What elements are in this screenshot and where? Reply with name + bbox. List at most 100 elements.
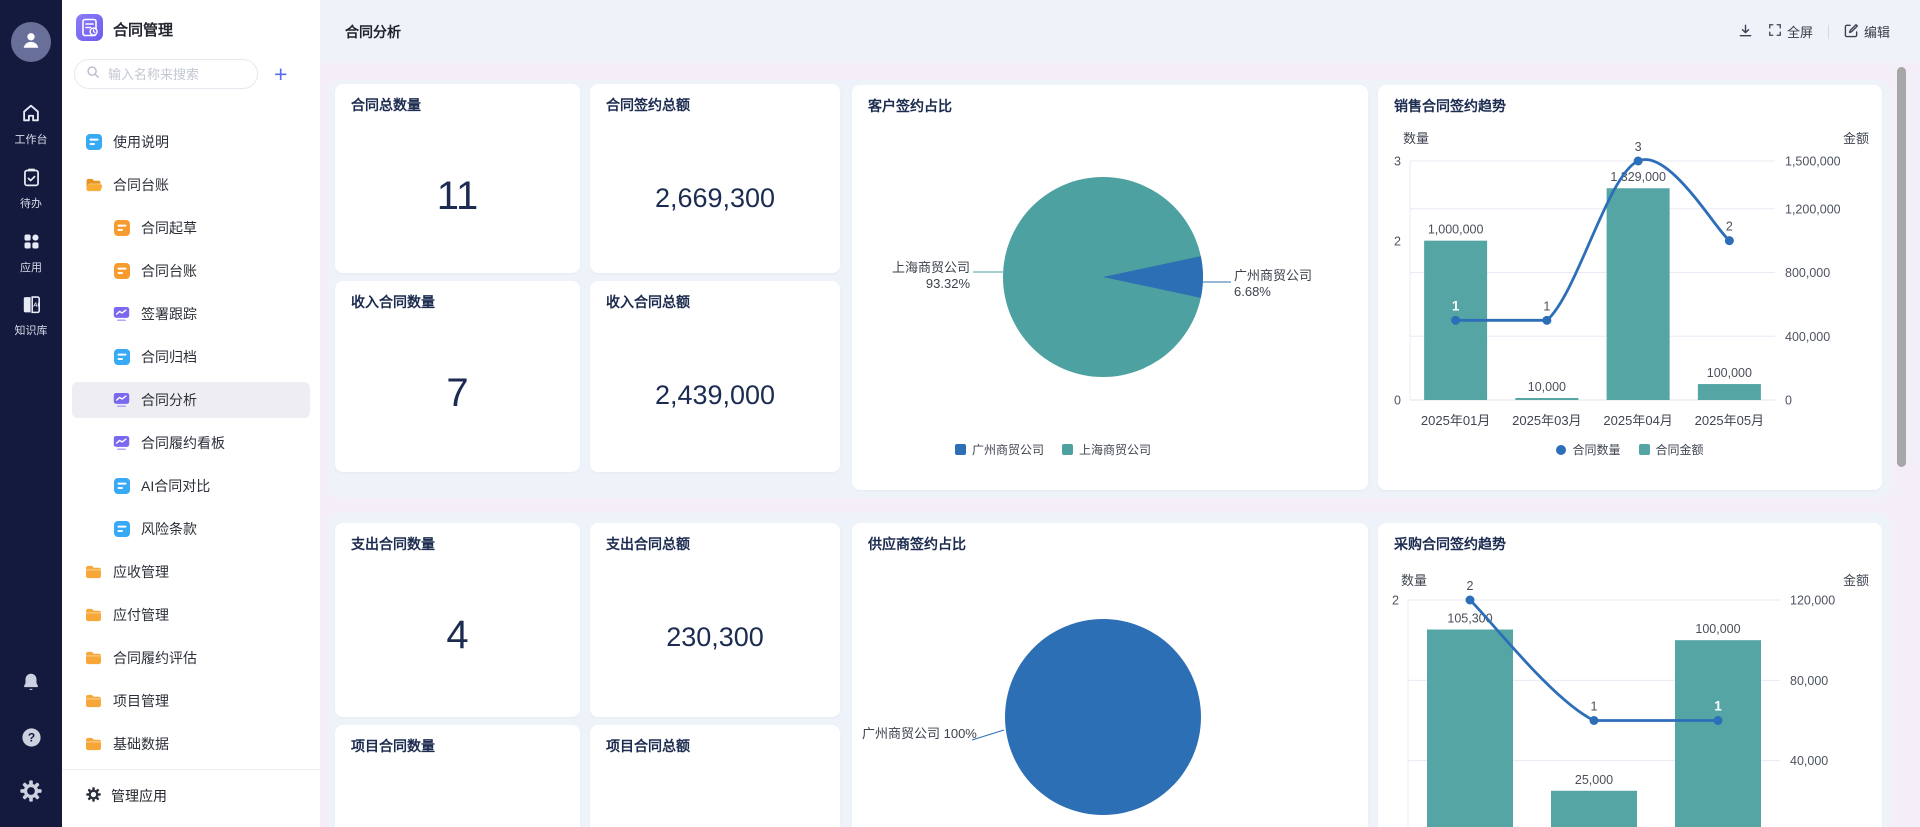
folder-icon bbox=[84, 565, 103, 579]
sidebar-item-contract-archive[interactable]: 合同归档 bbox=[72, 339, 310, 375]
user-icon bbox=[20, 29, 42, 56]
rail-item-apps[interactable]: 应用 bbox=[0, 231, 62, 275]
dashboard-panel-top: 合同总数量 11 合同签约总额 2,669,300 收入合同数量 7 收入合同总额 2,439… bbox=[328, 80, 1890, 497]
page-title: 合同分析 bbox=[345, 23, 401, 40]
legend-item[interactable]: 合同数量 bbox=[1556, 441, 1621, 458]
sidebar-item-label: 合同起草 bbox=[141, 220, 197, 236]
svg-text:120,000: 120,000 bbox=[1790, 594, 1835, 608]
sidebar-item-project-mgmt[interactable]: 项目管理 bbox=[72, 683, 310, 719]
svg-text:93.32%: 93.32% bbox=[926, 276, 971, 291]
search-icon bbox=[86, 65, 100, 84]
rail-item-label: 应用 bbox=[20, 262, 42, 274]
rail-item-workbench[interactable]: 工作台 bbox=[0, 102, 62, 147]
stat-card-income-contract-amount: 收入合同总额 2,439,000 bbox=[590, 281, 840, 472]
sidebar-item-risk-clauses[interactable]: 风险条款 bbox=[72, 511, 310, 547]
app-rail: 工作台待办应用 AI 知识库 ? bbox=[0, 0, 62, 827]
edit-button[interactable]: 编辑 bbox=[1844, 22, 1890, 41]
sidebar-item-label: 应收管理 bbox=[113, 564, 169, 580]
stat-card-expense-contract-count: 支出合同数量 4 bbox=[335, 523, 580, 717]
doc-blue-icon bbox=[84, 134, 103, 150]
svg-text:0: 0 bbox=[1394, 394, 1401, 408]
download-button[interactable] bbox=[1738, 23, 1753, 41]
app-title: 合同管理 bbox=[113, 22, 174, 39]
sidebar-item-label: 合同归档 bbox=[141, 349, 197, 365]
stat-card-total-signed-amount: 合同签约总额 2,669,300 bbox=[590, 84, 840, 273]
rail-item-label: 工作台 bbox=[14, 134, 48, 146]
legend-item[interactable]: 合同金额 bbox=[1638, 441, 1704, 458]
svg-text:广州商贸公司: 广州商贸公司 bbox=[1234, 268, 1312, 283]
stat-card-value: 2,669,300 bbox=[654, 183, 776, 213]
sidebar-item-label: 项目管理 bbox=[113, 693, 169, 709]
sales-trend-card: 销售合同签约趋势 1,500,000 1,200,000 800,000 400,000… bbox=[1378, 85, 1882, 490]
scrollbar-thumb[interactable] bbox=[1897, 67, 1906, 467]
sidebar-item-label: 使用说明 bbox=[113, 134, 169, 150]
sidebar-item-base-data[interactable]: 基础数据 bbox=[72, 726, 310, 762]
help-icon: ? bbox=[20, 728, 43, 753]
help-button[interactable]: ? bbox=[20, 726, 43, 754]
svg-text:100,000: 100,000 bbox=[1707, 366, 1752, 380]
rail-item-todo[interactable]: 待办 bbox=[0, 167, 62, 211]
avatar[interactable] bbox=[11, 22, 51, 62]
fullscreen-button[interactable]: 全屏 bbox=[1768, 22, 1813, 41]
monitor-purple-icon bbox=[112, 392, 131, 408]
folder-icon bbox=[84, 651, 103, 665]
doc-blue-icon bbox=[112, 349, 131, 365]
sidebar-item-label: 合同分析 bbox=[141, 392, 197, 408]
search-input[interactable] bbox=[106, 65, 248, 83]
svg-text:2025年01月: 2025年01月 bbox=[1421, 413, 1490, 428]
sidebar-item-contract-ledger-folder[interactable]: 合同台账 bbox=[72, 167, 310, 203]
doc-orange-icon bbox=[112, 220, 131, 236]
doc-blue-icon bbox=[112, 478, 131, 494]
sidebar-item-payable-mgmt[interactable]: 应付管理 bbox=[72, 597, 310, 633]
folder-open-icon bbox=[84, 178, 103, 192]
supplier-pie-card: 供应商签约占比 广州商贸公司 100% bbox=[852, 523, 1368, 827]
sidebar-item-label: 合同履约看板 bbox=[141, 435, 225, 451]
svg-text:2: 2 bbox=[1394, 235, 1401, 249]
download-icon bbox=[1738, 23, 1753, 41]
chart-legend: 合同数量 合同金额 bbox=[1378, 441, 1882, 458]
header-divider bbox=[1827, 24, 1829, 39]
knowledge-icon: AI bbox=[21, 294, 42, 318]
svg-text:数量: 数量 bbox=[1403, 131, 1429, 146]
stat-card-title: 收入合同总额 bbox=[606, 294, 690, 310]
svg-text:100,000: 100,000 bbox=[1695, 622, 1740, 636]
legend-item[interactable]: 上海商贸公司 bbox=[1062, 441, 1151, 458]
stat-card-total-contract-count: 合同总数量 11 bbox=[335, 84, 580, 273]
sidebar-item-contract-performance-board[interactable]: 合同履约看板 bbox=[72, 425, 310, 461]
stat-card-project-contract-count: 项目合同数量 bbox=[335, 725, 580, 827]
add-button[interactable]: + bbox=[274, 60, 288, 87]
svg-text:1: 1 bbox=[1452, 298, 1460, 313]
svg-text:2025年03月: 2025年03月 bbox=[1512, 413, 1581, 428]
bell-icon bbox=[20, 673, 42, 697]
notification-bell-button[interactable] bbox=[20, 671, 42, 698]
svg-text:6.68%: 6.68% bbox=[1234, 284, 1271, 299]
stat-card-title: 项目合同总额 bbox=[606, 738, 690, 754]
sidebar-item-signing-tracking[interactable]: 签署跟踪 bbox=[72, 296, 310, 332]
chart-title: 供应商签约占比 bbox=[868, 536, 966, 552]
chart-title: 采购合同签约趋势 bbox=[1394, 536, 1506, 552]
dashboard-panel-bottom: 支出合同数量 4 支出合同总额 230,300 项目合同数量 项目合同总额 供应商签约占比广… bbox=[328, 512, 1890, 827]
apps-icon bbox=[21, 231, 42, 255]
search-box[interactable] bbox=[74, 59, 258, 89]
folder-icon bbox=[84, 694, 103, 708]
rail-item-knowledge[interactable]: AI 知识库 bbox=[0, 294, 62, 338]
sidebar-item-contract-performance-eval[interactable]: 合同履约评估 bbox=[72, 640, 310, 676]
svg-text:数量: 数量 bbox=[1401, 573, 1427, 588]
rail-item-label: 待办 bbox=[20, 198, 42, 210]
settings-button[interactable] bbox=[20, 780, 42, 807]
sidebar-item-contract-analysis[interactable]: 合同分析 bbox=[72, 382, 310, 418]
manage-app-button[interactable]: 管理应用 bbox=[86, 786, 167, 806]
svg-text:2025年05月: 2025年05月 bbox=[1695, 413, 1764, 428]
chart-legend: 广州商贸公司 上海商贸公司 bbox=[795, 441, 1311, 458]
sidebar-item-usage-guide[interactable]: 使用说明 bbox=[72, 124, 310, 160]
svg-text:金额: 金额 bbox=[1843, 131, 1869, 146]
sidebar-item-receivable-mgmt[interactable]: 应收管理 bbox=[72, 554, 310, 590]
svg-text:?: ? bbox=[28, 731, 35, 745]
sidebar-item-contract-draft[interactable]: 合同起草 bbox=[72, 210, 310, 246]
sidebar-item-contract-ledger[interactable]: 合同台账 bbox=[72, 253, 310, 289]
svg-text:上海商贸公司: 上海商贸公司 bbox=[892, 260, 970, 275]
sidebar-item-ai-contract-compare[interactable]: AI合同对比 bbox=[72, 468, 310, 504]
svg-text:2: 2 bbox=[1467, 579, 1474, 593]
svg-text:2: 2 bbox=[1392, 594, 1399, 608]
legend-item[interactable]: 广州商贸公司 bbox=[954, 441, 1044, 458]
